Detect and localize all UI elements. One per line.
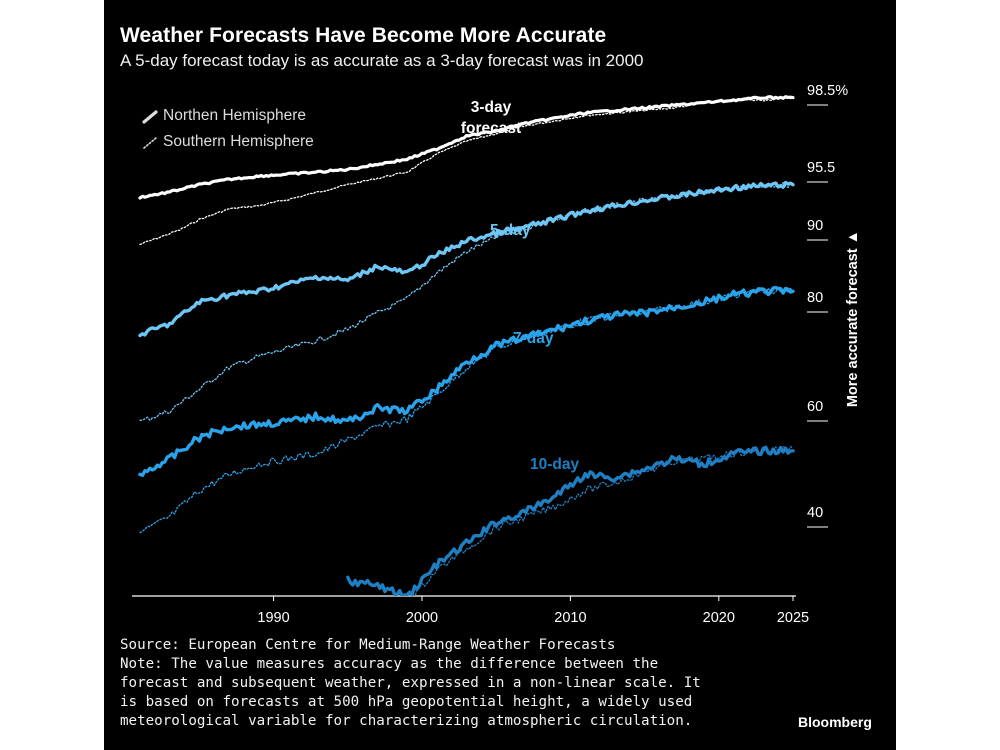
- x-tick-label: 2000: [406, 610, 438, 626]
- series-line-7-day-south: [139, 287, 794, 534]
- line-chart: 1990 2000 2010 2020 2025 98.5% 95.5 90 80 60 40 Mor…: [132, 83, 861, 626]
- series-line-5-day-south: [139, 181, 794, 422]
- series-line-10-day-north: [346, 445, 795, 596]
- series-line-7-day-north: [138, 285, 795, 477]
- series-line-5-day-north: [138, 180, 795, 338]
- y-tick-label: 90: [807, 218, 823, 234]
- x-tick-label: 1990: [257, 610, 289, 626]
- chart-footer: Source: European Centre for Medium-Range…: [120, 636, 720, 731]
- legend-swatch-solid: [142, 110, 158, 124]
- series-label-3-day: 3-day: [471, 99, 512, 116]
- series-label-5-day: 5-day: [490, 222, 531, 239]
- series-line-3-day-south: [139, 96, 794, 246]
- series-line-10-day-south: [414, 445, 794, 596]
- series-label-7-day: 7-day: [513, 330, 554, 347]
- legend-swatch-dotted: [143, 137, 157, 149]
- chart-frame: Weather Forecasts Have Become More Accur…: [104, 0, 896, 750]
- y-tick-label: 95.5: [807, 160, 835, 176]
- x-tick-label: 2025: [777, 610, 809, 626]
- x-tick-label: 2010: [554, 610, 586, 626]
- series-line-3-day-north: [138, 95, 795, 200]
- series-label-10-day: 10-day: [530, 456, 579, 473]
- source-note: Source: European Centre for Medium-Range…: [120, 637, 616, 653]
- y-tick-label: 40: [807, 505, 823, 521]
- y-tick-label: 80: [807, 290, 823, 306]
- y-tick-label: 98.5%: [807, 83, 848, 99]
- y-axis-title: More accurate forecast ▲: [845, 230, 861, 407]
- legend: Northen Hemisphere Southern Hemisphere: [142, 107, 314, 150]
- chart-title: Weather Forecasts Have Become More Accur…: [120, 24, 607, 47]
- series-group: [138, 95, 795, 596]
- y-tick-label: 60: [807, 399, 823, 415]
- bloomberg-logo: Bloomberg: [798, 714, 872, 730]
- series-label-3-day: forecast: [461, 120, 521, 137]
- legend-label: Southern Hemisphere: [163, 133, 314, 150]
- x-tick-label: 2020: [703, 610, 735, 626]
- chart-subtitle: A 5-day forecast today is as accurate as…: [120, 51, 644, 70]
- methodology-note: Note: The value measures accuracy as the…: [120, 656, 701, 729]
- legend-label: Northen Hemisphere: [163, 107, 306, 124]
